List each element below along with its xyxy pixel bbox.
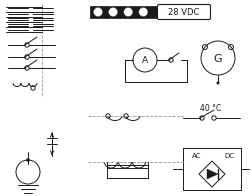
Text: AC: AC	[192, 153, 201, 159]
Circle shape	[26, 158, 30, 162]
Bar	[90, 6, 158, 18]
Circle shape	[123, 7, 132, 16]
FancyBboxPatch shape	[157, 5, 210, 19]
Bar	[182, 148, 240, 190]
Polygon shape	[206, 169, 217, 179]
Text: 40 °C: 40 °C	[199, 103, 220, 113]
Text: G: G	[213, 54, 222, 64]
Circle shape	[108, 7, 117, 16]
Circle shape	[138, 7, 147, 16]
Circle shape	[93, 7, 102, 16]
Text: DC: DC	[223, 153, 233, 159]
Circle shape	[216, 82, 219, 84]
Text: A: A	[141, 56, 147, 65]
Text: 28 VDC: 28 VDC	[168, 8, 199, 17]
